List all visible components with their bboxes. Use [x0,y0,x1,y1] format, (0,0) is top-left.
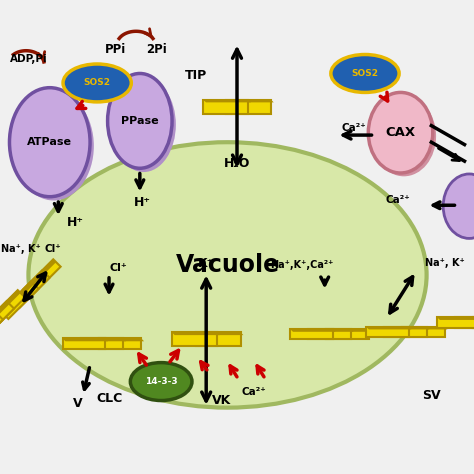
Text: 2Pi: 2Pi [146,43,167,56]
Polygon shape [203,100,248,114]
Polygon shape [437,317,474,320]
Text: ATPase: ATPase [27,137,72,147]
Text: 14-3-3: 14-3-3 [145,377,177,386]
Polygon shape [0,301,9,334]
Polygon shape [290,329,333,339]
Ellipse shape [111,77,176,172]
Polygon shape [308,329,351,339]
Polygon shape [402,327,445,337]
Polygon shape [63,338,108,341]
Polygon shape [437,317,474,328]
Polygon shape [455,317,474,320]
Polygon shape [384,327,429,329]
Polygon shape [0,290,20,323]
Polygon shape [366,327,409,337]
Text: H⁺: H⁺ [134,196,151,209]
Text: H⁺: H⁺ [67,216,84,229]
Polygon shape [195,332,241,346]
Ellipse shape [9,88,90,197]
Ellipse shape [372,96,436,176]
Ellipse shape [63,64,131,102]
Text: Cl⁺: Cl⁺ [45,244,62,254]
Text: Na⁺,K⁺,Ca²⁺: Na⁺,K⁺,Ca²⁺ [270,260,334,271]
Text: CAX: CAX [385,126,416,139]
Polygon shape [12,270,50,308]
Text: Cl⁺: Cl⁺ [109,263,128,273]
Text: Na⁺, K⁺: Na⁺, K⁺ [1,244,41,254]
Text: VK: VK [212,394,231,407]
Polygon shape [172,332,219,335]
Polygon shape [203,100,251,102]
Text: K⁺: K⁺ [198,256,214,270]
Polygon shape [99,338,144,341]
Polygon shape [172,332,217,346]
Polygon shape [195,332,244,335]
Polygon shape [23,259,61,297]
Text: Ca²⁺: Ca²⁺ [386,195,410,205]
Text: Ca²⁺: Ca²⁺ [241,387,266,398]
Polygon shape [81,338,123,349]
Polygon shape [326,329,369,339]
Polygon shape [0,312,3,350]
Polygon shape [63,338,105,349]
Polygon shape [366,327,411,329]
Polygon shape [326,329,372,332]
Polygon shape [473,317,474,328]
Text: PPi: PPi [105,43,126,56]
Polygon shape [0,290,25,328]
Text: H₂O: H₂O [224,157,250,170]
Ellipse shape [13,91,94,201]
Polygon shape [473,317,474,320]
Polygon shape [1,282,38,319]
Polygon shape [226,100,271,114]
Polygon shape [12,270,45,303]
Ellipse shape [443,174,474,238]
Polygon shape [290,329,336,332]
Polygon shape [402,327,447,329]
Polygon shape [455,317,474,328]
Text: SOS2: SOS2 [352,69,378,78]
Polygon shape [308,329,354,332]
Text: V: V [73,397,82,410]
Text: PPase: PPase [121,116,159,126]
Ellipse shape [130,363,192,401]
Text: SV: SV [422,389,441,402]
Text: Vacuole: Vacuole [175,254,280,277]
Text: Ca²⁺: Ca²⁺ [342,123,366,133]
Polygon shape [23,259,56,292]
Polygon shape [1,282,34,314]
Text: TIP: TIP [185,69,207,82]
Text: CLC: CLC [96,392,122,405]
Polygon shape [0,301,14,339]
Text: SOS2: SOS2 [84,79,110,87]
Text: Na⁺, K⁺: Na⁺, K⁺ [425,258,465,268]
Text: ADP,Pi: ADP,Pi [9,54,47,64]
Ellipse shape [331,55,399,92]
Polygon shape [384,327,427,337]
Ellipse shape [28,142,427,408]
Polygon shape [81,338,126,341]
Polygon shape [99,338,141,349]
Ellipse shape [108,73,172,168]
Polygon shape [226,100,274,102]
Ellipse shape [368,92,433,173]
